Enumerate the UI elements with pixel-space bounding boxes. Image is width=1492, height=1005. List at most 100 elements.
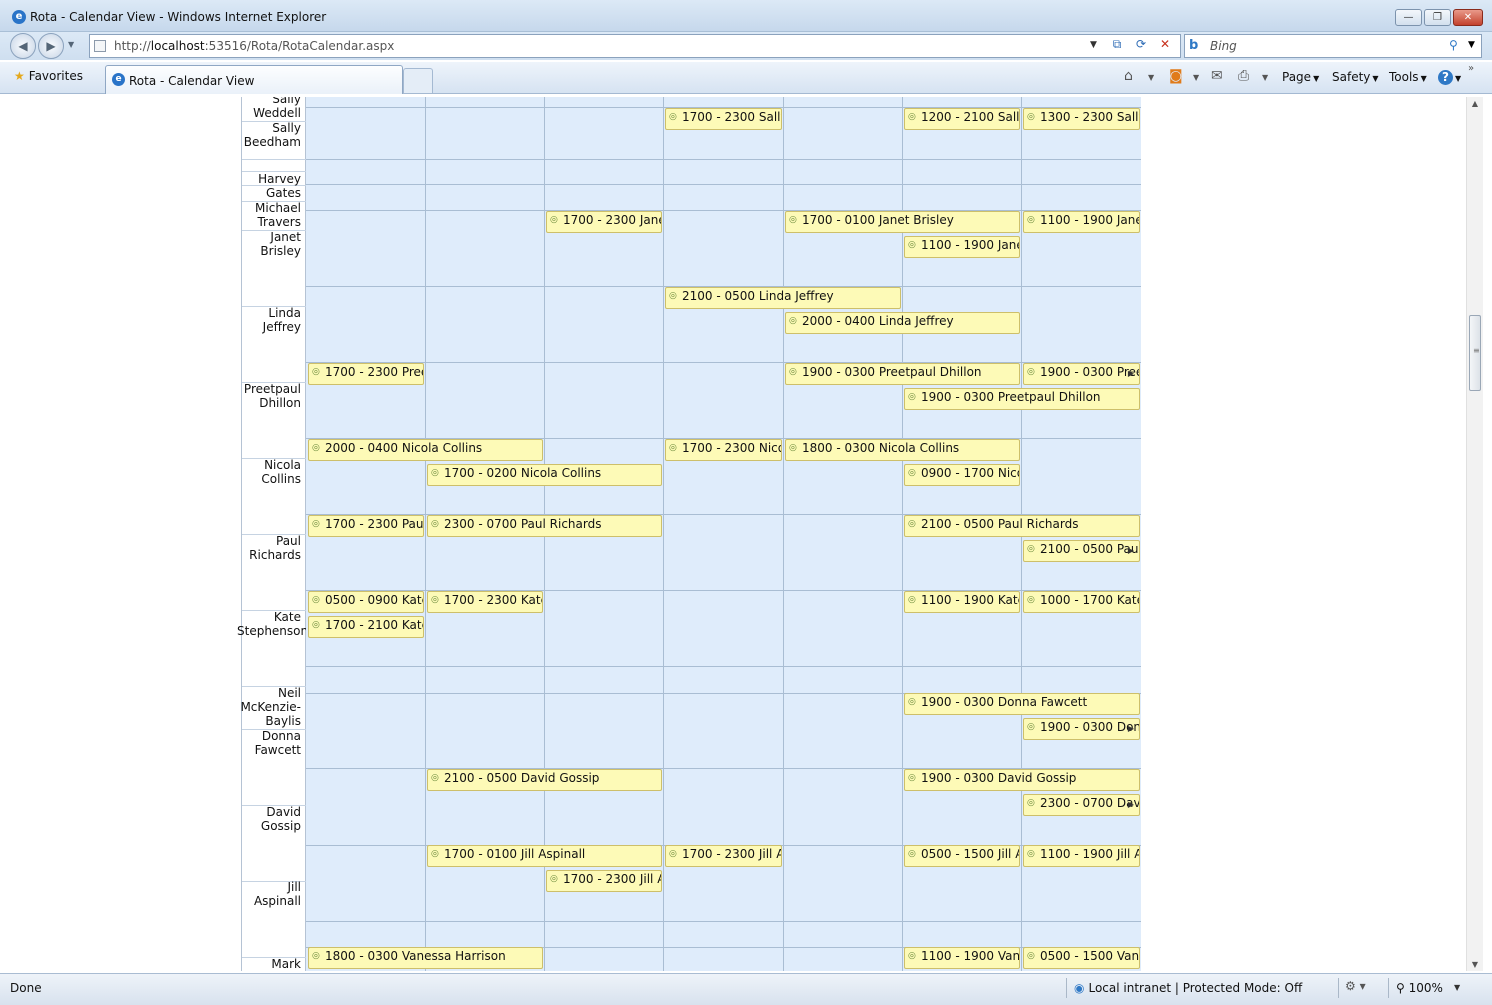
employee-name: Harvey Gates — [258, 172, 301, 200]
shift-appointment[interactable]: 2000 - 0400 Linda Jeffrey — [785, 312, 1020, 334]
shift-appointment[interactable]: 2100 - 0500 David Gossip — [427, 769, 662, 791]
refresh-icon[interactable]: ⟳ — [1135, 37, 1147, 51]
print-icon[interactable]: ⎙ — [1238, 68, 1250, 84]
shift-appointment[interactable]: 1100 - 1900 Jill Aspinall — [1023, 845, 1140, 867]
shift-appointment[interactable]: 2100 - 0500 Paul Richards — [904, 515, 1140, 537]
zoom-level[interactable]: ⚲ 100% — [1396, 981, 1443, 995]
stop-icon[interactable]: ✕ — [1159, 37, 1171, 51]
tab-rota-calendar[interactable]: e Rota - Calendar View — [105, 65, 403, 94]
shift-appointment[interactable]: 1800 - 0300 Nicola Collins — [785, 439, 1020, 461]
employee-name: Sally Weddell — [253, 97, 301, 120]
employee-name: Sally Beedham — [243, 121, 301, 149]
row-divider — [306, 768, 1141, 769]
search-box[interactable]: b Bing ⚲ ▼ — [1184, 34, 1482, 58]
shift-appointment[interactable]: 0500 - 0900 Kate Stephenson — [308, 591, 424, 613]
shift-label: 2300 - 0700 Paul Richards — [444, 517, 602, 531]
shift-appointment[interactable]: 2100 - 0500 Linda Jeffrey — [665, 287, 901, 309]
shift-appointment[interactable]: 1900 - 0300 Preetpaul Dhillon — [904, 388, 1140, 410]
address-bar[interactable]: http://localhost:53516/Rota/RotaCalendar… — [89, 34, 1181, 58]
shift-appointment[interactable]: 1000 - 1700 Kate Stephenson — [1023, 591, 1140, 613]
feeds-dropdown-icon[interactable]: ▼ — [1193, 73, 1200, 82]
shift-appointment[interactable]: 1300 - 2300 Sally Beedham — [1023, 108, 1140, 130]
mail-icon[interactable]: ✉ — [1211, 68, 1223, 84]
day-column-divider — [902, 97, 903, 971]
shift-appointment[interactable]: 1900 - 0300 Preetpaul Dhillon▶ — [1023, 363, 1140, 385]
shift-appointment[interactable]: 1900 - 0300 Donna Fawcett▶ — [1023, 718, 1140, 740]
shift-appointment[interactable]: 1700 - 2300 Janet Brisley — [546, 211, 662, 233]
feeds-icon[interactable]: ◙ — [1169, 68, 1183, 84]
scroll-up-icon[interactable]: ▲ — [1471, 99, 1479, 108]
minimize-button[interactable]: — — [1395, 9, 1422, 26]
help-menu[interactable]: ? ▼ — [1438, 70, 1461, 85]
shift-label: 2000 - 0400 Linda Jeffrey — [802, 314, 954, 328]
page-menu[interactable]: Page ▼ — [1282, 70, 1320, 84]
address-dropdown-icon[interactable]: ▼ — [1090, 40, 1097, 50]
shift-appointment[interactable]: 1100 - 1900 Vanessa Harrison — [904, 947, 1020, 969]
shift-appointment[interactable]: 1700 - 2300 Paul Richards — [308, 515, 424, 537]
shift-appointment[interactable]: 1700 - 0100 Jill Aspinall — [427, 845, 662, 867]
row-divider — [306, 514, 1141, 515]
home-icon[interactable]: ⌂ — [1124, 68, 1133, 84]
maximize-button[interactable]: ❐ — [1424, 9, 1451, 26]
protected-mode-icon[interactable]: ⚙ ▾ — [1345, 979, 1366, 993]
favorites-bar: ★ Favorites e Rota - Calendar View ⌂ ▼ ◙ … — [0, 62, 1492, 94]
scrollbar-thumb[interactable]: ≡ — [1469, 315, 1481, 391]
shift-label: 1300 - 2300 Sally Beedham — [1040, 110, 1139, 124]
shift-appointment[interactable]: 1700 - 0100 Janet Brisley — [785, 211, 1020, 233]
favorites-button[interactable]: ★ Favorites — [14, 69, 83, 83]
shift-appointment[interactable]: 0500 - 1500 Jill Aspinall — [904, 845, 1020, 867]
recent-pages-dropdown[interactable]: ▼ — [68, 40, 75, 49]
shift-appointment[interactable]: 2300 - 0700 Paul Richards — [427, 515, 662, 537]
home-dropdown-icon[interactable]: ▼ — [1148, 73, 1155, 82]
shift-label: 1900 - 0300 Preetpaul Dhillon — [921, 390, 1101, 404]
shift-appointment[interactable]: 1900 - 0300 Preetpaul Dhillon — [785, 363, 1020, 385]
new-tab-button[interactable] — [403, 68, 433, 93]
shift-appointment[interactable]: 0500 - 1500 Vanessa Harrison — [1023, 947, 1140, 969]
ie-icon: e — [112, 73, 125, 86]
vertical-scrollbar[interactable]: ▲ ≡ ▼ — [1466, 97, 1483, 971]
window-title: Rota - Calendar View - Windows Internet … — [30, 10, 327, 24]
back-button[interactable]: ◀ — [10, 33, 36, 59]
shift-appointment[interactable]: 1100 - 1900 Kate Stephenson — [904, 591, 1020, 613]
search-icon[interactable]: ⚲ — [1449, 38, 1458, 52]
shift-appointment[interactable]: 1700 - 2300 Jill Aspinall — [546, 870, 662, 892]
shift-appointment[interactable]: 1700 - 0200 Nicola Collins — [427, 464, 662, 486]
shift-appointment[interactable]: 1200 - 2100 Sally Beedham — [904, 108, 1020, 130]
shift-appointment[interactable]: 1700 - 2300 Sally Beedham — [665, 108, 782, 130]
shift-appointment[interactable]: 1100 - 1900 Janet Brisley — [1023, 211, 1140, 233]
zoom-dropdown-icon[interactable]: ▼ — [1454, 983, 1461, 992]
shift-appointment[interactable]: 1700 - 2300 Jill Aspinall — [665, 845, 782, 867]
url-text[interactable]: http://localhost:53516/Rota/RotaCalendar… — [114, 39, 395, 53]
employee-name: David Gossip — [260, 805, 301, 833]
shift-appointment[interactable]: 1700 - 2100 Kate Stephenson — [308, 616, 424, 638]
employee-name: Kate Stephenson — [237, 610, 309, 638]
shift-appointment[interactable]: 2100 - 0500 Paul Richards▶ — [1023, 540, 1140, 562]
shift-label: 1100 - 1900 Janet Brisley — [1040, 213, 1139, 227]
shift-appointment[interactable]: 1900 - 0300 Donna Fawcett — [904, 693, 1140, 715]
more-commands-icon[interactable]: » — [1468, 63, 1475, 74]
name-row-divider — [242, 686, 306, 687]
row-divider — [306, 921, 1141, 922]
security-zone[interactable]: ◉ Local intranet | Protected Mode: Off — [1074, 981, 1303, 995]
shift-appointment[interactable]: 1700 - 2300 Nicola Collins — [665, 439, 782, 461]
shift-appointment[interactable]: 1700 - 2300 Preetpaul Dhillon — [308, 363, 424, 385]
shift-appointment[interactable]: 2000 - 0400 Nicola Collins — [308, 439, 543, 461]
forward-button[interactable]: ▶ — [38, 33, 64, 59]
shift-appointment[interactable]: 1800 - 0300 Vanessa Harrison — [308, 947, 543, 969]
search-input[interactable]: Bing — [1210, 39, 1237, 53]
name-row-divider — [242, 201, 306, 202]
close-button[interactable]: ✕ — [1453, 9, 1483, 26]
shift-appointment[interactable]: 2300 - 0700 David Gossip▶ — [1023, 794, 1140, 816]
shift-appointment[interactable]: 1100 - 1900 Janet Brisley — [904, 236, 1020, 258]
shift-label: 1100 - 1900 Kate Stephenson — [921, 593, 1019, 607]
shift-appointment[interactable]: 0900 - 1700 Nicola Collins — [904, 464, 1020, 486]
tools-menu[interactable]: Tools ▼ — [1389, 70, 1427, 84]
continues-icon: ▶ — [1127, 546, 1134, 555]
print-dropdown-icon[interactable]: ▼ — [1262, 73, 1269, 82]
shift-appointment[interactable]: 1700 - 2300 Kate Stephenson — [427, 591, 543, 613]
shift-appointment[interactable]: 1900 - 0300 David Gossip — [904, 769, 1140, 791]
search-options-icon[interactable]: ▼ — [1468, 40, 1475, 50]
scroll-down-icon[interactable]: ▼ — [1471, 960, 1479, 969]
safety-menu[interactable]: Safety ▼ — [1332, 70, 1379, 84]
compatibility-view-icon[interactable]: ⧉ — [1112, 37, 1122, 51]
